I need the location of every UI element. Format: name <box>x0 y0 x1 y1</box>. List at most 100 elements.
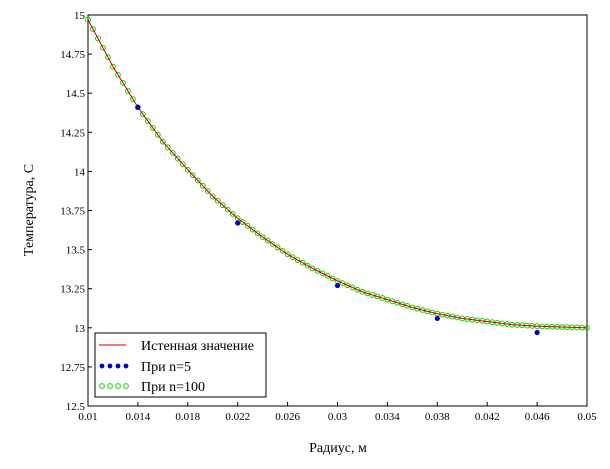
data-point-n100 <box>359 288 366 295</box>
legend-swatch-n100 <box>99 383 129 389</box>
data-point-n100 <box>209 193 216 200</box>
data-point-n100 <box>394 299 401 306</box>
data-point-n100 <box>229 211 236 217</box>
data-point-n100 <box>149 125 156 131</box>
y-tick-label: 14.5 <box>66 88 86 100</box>
data-point-n100 <box>269 241 276 247</box>
legend-label-n5: При n=5 <box>141 360 191 375</box>
data-point-n100 <box>90 26 96 32</box>
data-point-n100 <box>264 237 271 244</box>
x-tick-label: 0.05 <box>577 411 597 423</box>
y-axis-label: Температура, С <box>22 164 37 256</box>
data-point-n100 <box>184 166 191 173</box>
data-point-n100 <box>219 202 226 209</box>
data-point-n100 <box>329 275 336 282</box>
x-tick-label: 0.046 <box>525 411 550 423</box>
data-point-n5 <box>534 329 540 336</box>
data-point-n100 <box>299 259 306 266</box>
x-tick-label: 0.026 <box>275 411 300 423</box>
y-axis: 12.5 12.75 13 13.25 13.5 13.75 14 14.25 14.5 14.7… <box>60 10 92 413</box>
y-tick-label: 12.75 <box>60 362 85 374</box>
data-point-n100 <box>399 301 406 308</box>
data-point-n100 <box>169 150 176 156</box>
data-point-n100 <box>324 272 331 279</box>
data-point-n100 <box>199 182 206 189</box>
y-tick-label: 13.5 <box>66 245 86 257</box>
x-axis-label: Радиус, м <box>309 441 367 456</box>
data-point-n100 <box>239 219 246 225</box>
data-point-n100 <box>284 251 291 258</box>
data-point-n100 <box>319 270 326 277</box>
data-point-n100 <box>189 172 196 179</box>
y-tick-label: 14.25 <box>60 127 85 139</box>
data-point-n100 <box>164 144 171 151</box>
data-point-n100 <box>204 188 211 195</box>
data-point-n100 <box>244 222 251 229</box>
data-point-n100 <box>379 295 386 301</box>
data-point-n100 <box>115 71 121 78</box>
data-point-n5 <box>334 282 341 289</box>
data-point-n100 <box>259 234 266 240</box>
series-n5 <box>135 104 540 336</box>
data-point-n100 <box>404 303 411 309</box>
data-point-n100 <box>344 282 351 289</box>
data-point-n100 <box>289 254 296 261</box>
data-point-n100 <box>159 138 166 145</box>
y-tick-label: 15 <box>74 10 86 22</box>
data-point-n100 <box>125 88 131 94</box>
x-tick-label: 0.022 <box>225 411 250 423</box>
data-point-n5 <box>135 104 141 110</box>
legend-label-n100: При n=100 <box>141 380 205 395</box>
data-point-n100 <box>95 35 101 42</box>
data-point-n100 <box>349 284 356 291</box>
data-point-n100 <box>120 79 126 86</box>
x-axis: 0.01 0.014 0.018 0.022 0.026 0.03 0.034 0.038 0.… <box>78 402 597 423</box>
data-point-n100 <box>85 16 91 23</box>
x-tick-label: 0.01 <box>78 411 97 423</box>
y-tick-label: 13.75 <box>60 206 85 218</box>
data-point-n100 <box>144 118 151 124</box>
y-tick-label: 14.75 <box>60 49 85 61</box>
y-tick-label: 12.5 <box>66 401 86 413</box>
x-tick-label: 0.034 <box>375 411 400 423</box>
data-point-n100 <box>389 298 396 305</box>
data-point-n100 <box>274 244 281 251</box>
data-point-n100 <box>154 131 161 138</box>
legend-label-true: Истенная значение <box>141 339 254 354</box>
legend: Истенная значение При n=5 При n=100 <box>94 332 267 398</box>
data-point-n100 <box>214 197 221 204</box>
data-point-n100 <box>364 290 371 297</box>
data-point-n100 <box>309 265 316 272</box>
data-point-n5 <box>235 220 241 226</box>
data-point-n100 <box>354 286 361 293</box>
data-point-n100 <box>105 54 111 61</box>
data-point-n100 <box>100 44 106 51</box>
y-tick-label: 13.25 <box>60 284 85 296</box>
legend-swatch-n5 <box>99 363 129 369</box>
data-point-n100 <box>174 155 181 162</box>
x-tick-label: 0.018 <box>175 411 200 423</box>
series-line-true <box>87 19 588 329</box>
data-point-n100 <box>130 96 136 103</box>
x-tick-label: 0.042 <box>475 411 500 423</box>
data-point-n100 <box>249 226 256 233</box>
data-point-n100 <box>369 292 376 298</box>
data-point-n100 <box>294 257 301 263</box>
y-tick-label: 14 <box>74 166 86 178</box>
data-point-n100 <box>374 293 381 300</box>
plot-area <box>85 16 590 336</box>
data-point-n100 <box>384 296 391 303</box>
data-point-n5 <box>434 315 440 322</box>
data-point-n100 <box>139 111 146 118</box>
x-tick-label: 0.038 <box>425 411 450 423</box>
x-tick-label: 0.014 <box>126 411 151 423</box>
data-point-n100 <box>110 63 116 70</box>
data-point-n100 <box>179 161 186 168</box>
data-point-n100 <box>304 262 311 269</box>
data-point-n100 <box>339 280 346 286</box>
data-point-n100 <box>314 267 321 274</box>
data-point-n100 <box>194 177 201 184</box>
data-point-n100 <box>279 247 286 254</box>
data-point-n100 <box>224 206 231 213</box>
